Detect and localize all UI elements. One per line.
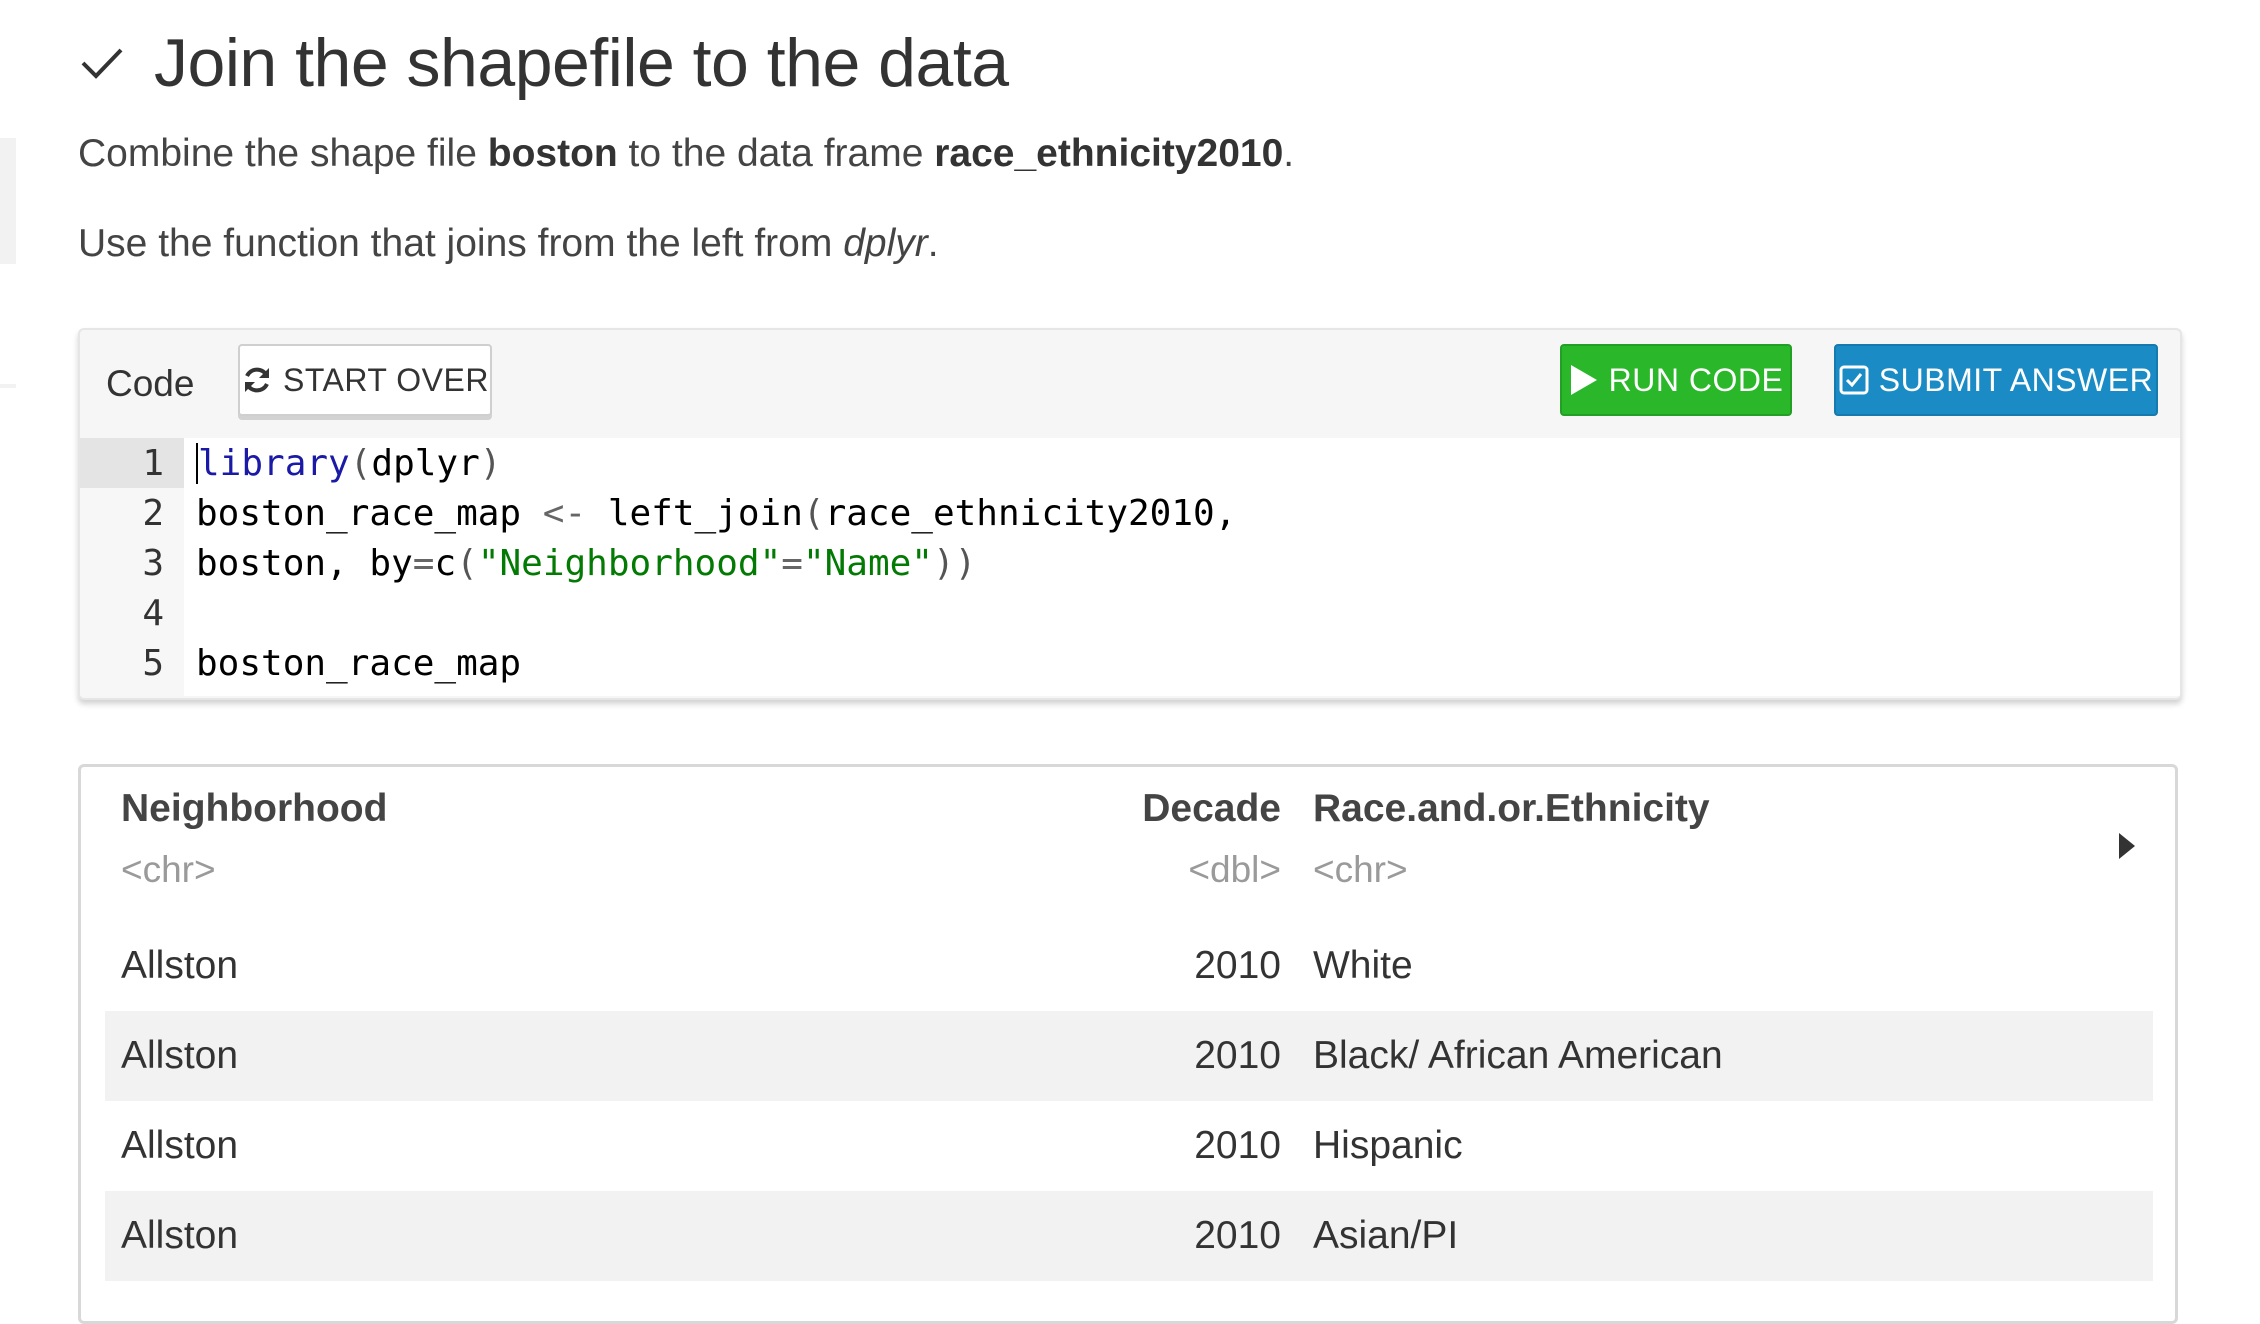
code-text[interactable]: library(dplyr) (196, 442, 502, 484)
left-edge-marker (0, 384, 16, 388)
code-line[interactable]: 4 (80, 588, 2180, 638)
instruction-text: Combine the shape file boston to the dat… (78, 132, 1295, 175)
result-table: Neighborhood <chr> Decade <dbl> Race.and… (78, 764, 2178, 1324)
line-number: 5 (142, 642, 164, 684)
cell-race: Asian/PI (1313, 1214, 1459, 1257)
cell-neighborhood: Allston (121, 1214, 239, 1257)
code-line[interactable]: 5 boston_race_map (80, 638, 2180, 688)
dataframe-name: race_ethnicity2010 (934, 132, 1284, 175)
cell-decade: 2010 (1194, 944, 1281, 987)
column-type-decade: <dbl> (1188, 849, 1281, 890)
table-row: Allston 2010 Asian/PI (105, 1191, 2153, 1281)
check-icon (80, 33, 140, 93)
line-number: 2 (142, 492, 164, 534)
cell-neighborhood: Allston (121, 1034, 239, 1077)
start-over-button[interactable]: START OVER (238, 344, 492, 416)
column-type-race: <chr> (1313, 849, 1408, 890)
line-number: 4 (142, 592, 164, 634)
cell-race: White (1313, 944, 1413, 987)
column-header-neighborhood: Neighborhood (121, 787, 388, 830)
package-name: dplyr (843, 222, 928, 265)
play-icon (1569, 363, 1599, 397)
run-code-label: RUN CODE (1608, 361, 1784, 398)
code-editor[interactable]: 1 library(dplyr) 2 boston_race_map <- le… (80, 438, 2180, 696)
submit-answer-button[interactable]: SUBMIT ANSWER (1834, 344, 2158, 416)
table-row: Allston 2010 Hispanic (105, 1101, 2153, 1191)
code-line[interactable]: 3 boston, by=c("Neighborhood"="Name")) (80, 538, 2180, 588)
cell-decade: 2010 (1194, 1214, 1281, 1257)
active-line-highlight (80, 438, 184, 488)
cell-race: Black/ African American (1313, 1034, 1723, 1077)
line-number: 3 (142, 542, 164, 584)
column-header-decade: Decade (1142, 787, 1281, 830)
column-type-neighborhood: <chr> (121, 849, 216, 890)
code-line[interactable]: 1 library(dplyr) (80, 438, 2180, 488)
code-text[interactable]: boston_race_map (196, 642, 522, 684)
cell-neighborhood: Allston (121, 1124, 239, 1167)
cell-neighborhood: Allston (121, 944, 239, 987)
shapefile-name: boston (487, 132, 618, 175)
cell-decade: 2010 (1194, 1124, 1281, 1167)
submit-answer-label: SUBMIT ANSWER (1878, 361, 2154, 398)
code-line[interactable]: 2 boston_race_map <- left_join(race_ethn… (80, 488, 2180, 538)
code-text[interactable]: boston, by=c("Neighborhood"="Name")) (196, 542, 977, 584)
code-label: Code (106, 363, 195, 404)
hint-text: Use the function that joins from the lef… (78, 222, 939, 265)
table-row: Allston 2010 White (105, 921, 2153, 1011)
cell-race: Hispanic (1313, 1124, 1463, 1167)
caret-right-icon[interactable] (2117, 831, 2137, 866)
cell-decade: 2010 (1194, 1034, 1281, 1077)
exercise-title: Join the shapefile to the data (154, 25, 1009, 101)
refresh-icon (241, 364, 273, 396)
code-text[interactable]: boston_race_map <- left_join(race_ethnic… (196, 492, 1237, 534)
start-over-label: START OVER (283, 361, 489, 398)
column-header-race: Race.and.or.Ethnicity (1313, 787, 1710, 830)
code-token: library (198, 442, 350, 484)
table-row: Allston 2010 Black/ African American (105, 1011, 2153, 1101)
left-edge-marker (0, 138, 16, 264)
checkbox-icon (1839, 365, 1869, 395)
code-toolbar: Code START OVER RUN CODE (80, 330, 2180, 438)
exercise-header: Join the shapefile to the data (80, 20, 1009, 106)
code-panel: Code START OVER RUN CODE (78, 328, 2182, 700)
run-code-button[interactable]: RUN CODE (1560, 344, 1792, 416)
line-number: 1 (142, 442, 164, 484)
